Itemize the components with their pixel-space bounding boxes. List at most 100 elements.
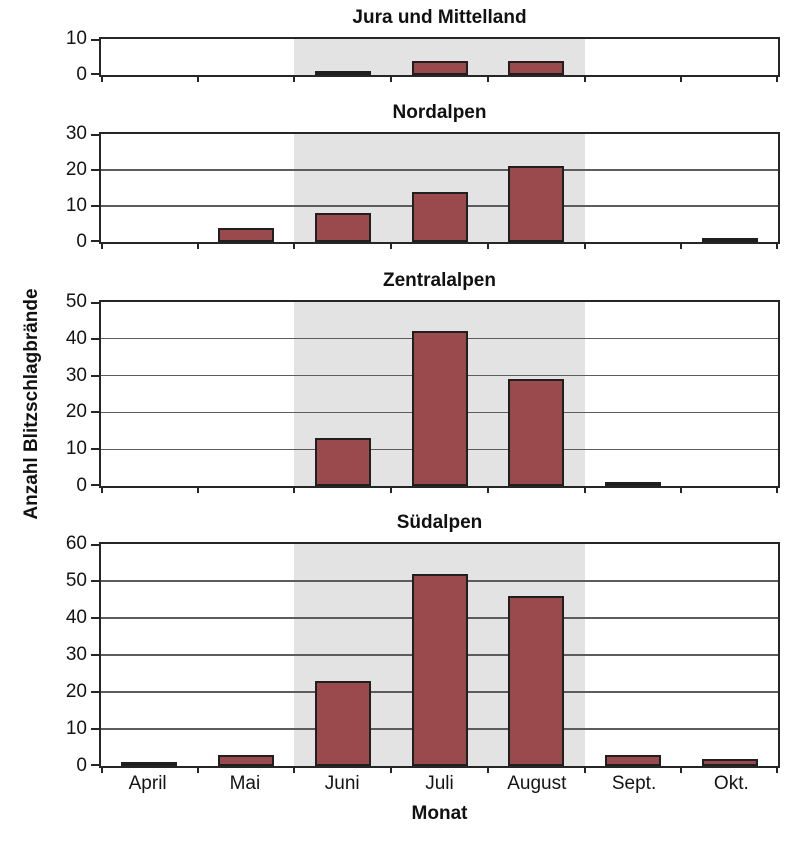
x-tick: [776, 766, 778, 773]
y-tick: [91, 337, 99, 340]
x-tick: [583, 242, 586, 249]
bar-jura-und-mittelland-juli: [411, 61, 468, 75]
x-tick-label-april: April: [128, 773, 167, 794]
x-tick: [293, 766, 296, 773]
x-tick: [486, 766, 489, 773]
x-axis-label: Monat: [411, 803, 468, 824]
x-tick: [680, 486, 683, 493]
bar-zentralalpen-juli: [411, 331, 468, 486]
x-tick-label-mai: Mai: [229, 773, 261, 794]
x-tick: [101, 242, 103, 249]
x-tick-label-okt-: Okt.: [713, 773, 749, 794]
y-tick-label: 0: [76, 231, 87, 252]
panel-nordalpen: Nordalpen 0 10 20 30: [66, 102, 780, 252]
y-tick: [91, 240, 99, 242]
x-tick: [680, 242, 683, 249]
y-tick-label: 10: [65, 438, 87, 460]
y-tick-label: 10: [65, 195, 87, 216]
x-tick: [390, 766, 393, 773]
bar-nordalpen-okt-: [701, 238, 758, 242]
x-tick: [101, 75, 103, 82]
bar-nordalpen-juli: [411, 192, 468, 242]
panel-südalpen: Südalpen 0 10 20 30 40 50 60: [66, 512, 780, 776]
x-tick: [293, 75, 296, 82]
x-tick: [776, 486, 778, 493]
bar-nordalpen-mai: [218, 228, 275, 242]
x-tick-label-sept-: Sept.: [611, 773, 657, 794]
y-tick-label: 0: [76, 755, 87, 776]
y-tick: [91, 374, 99, 377]
y-tick-label: 20: [65, 159, 87, 180]
y-tick-label: 0: [76, 475, 87, 496]
bar-zentralalpen-sept-: [604, 482, 661, 486]
x-tick: [583, 766, 586, 773]
panel-title-zentralalpen: Zentralalpen: [383, 270, 496, 291]
bar-zentralalpen-juni: [314, 438, 371, 486]
bar-südalpen-okt-: [701, 759, 758, 766]
x-tick: [196, 766, 199, 773]
x-tick: [776, 75, 778, 82]
x-tick: [486, 75, 489, 82]
y-tick: [91, 544, 99, 546]
y-tick-label: 0: [76, 64, 87, 85]
y-tick: [91, 302, 99, 304]
bar-südalpen-august: [508, 596, 565, 766]
y-tick: [91, 654, 99, 656]
x-tick-label-juni: Juni: [324, 773, 360, 794]
bar-nordalpen-august: [508, 166, 565, 242]
y-tick-label: 10: [65, 718, 87, 739]
x-tick: [293, 486, 296, 493]
y-tick-label: 30: [65, 364, 87, 386]
y-tick: [91, 169, 99, 171]
y-tick: [91, 411, 99, 414]
x-tick: [101, 766, 103, 773]
x-tick: [486, 242, 489, 249]
x-tick: [196, 75, 199, 82]
panel-jura-und-mittelland: Jura und Mittelland 0 10: [66, 7, 780, 85]
x-tick: [583, 486, 586, 493]
x-tick-label-august: August: [507, 773, 567, 794]
y-tick: [91, 580, 99, 582]
y-tick-label: 30: [65, 123, 87, 144]
bar-südalpen-mai: [218, 755, 275, 766]
x-tick: [776, 242, 778, 249]
y-tick-label: 50: [65, 570, 87, 591]
y-tick: [91, 617, 99, 619]
y-tick: [91, 691, 99, 693]
y-tick-label: 60: [65, 533, 87, 554]
x-tick: [101, 486, 103, 493]
x-tick-label-juli: Juli: [425, 773, 454, 794]
bar-jura-und-mittelland-august: [508, 61, 565, 75]
gridline-y-20: [101, 169, 778, 171]
y-tick: [91, 134, 99, 136]
x-tick: [486, 486, 489, 493]
y-tick: [91, 39, 99, 41]
x-tick: [680, 75, 683, 82]
x-tick: [196, 486, 199, 493]
y-tick: [91, 728, 99, 730]
y-tick: [91, 764, 99, 766]
bar-nordalpen-juni: [314, 213, 371, 242]
x-tick: [293, 242, 296, 249]
panel-zentralalpen: Zentralalpen 0 10 20 30 40 50: [66, 270, 780, 496]
panel-title-südalpen: Südalpen: [396, 512, 483, 533]
y-tick-label: 20: [65, 401, 87, 423]
y-tick: [91, 73, 99, 75]
x-tick: [680, 766, 683, 773]
bar-südalpen-april: [121, 762, 178, 766]
bar-südalpen-juni: [314, 681, 371, 766]
bar-zentralalpen-august: [508, 379, 565, 486]
y-tick: [91, 448, 99, 451]
x-tick: [583, 75, 586, 82]
y-tick-label: 30: [65, 644, 87, 665]
x-tick: [390, 486, 393, 493]
y-tick-label: 20: [65, 681, 87, 702]
bar-südalpen-sept-: [604, 755, 661, 766]
y-tick-label: 40: [65, 607, 87, 628]
y-tick: [91, 205, 99, 207]
panel-title-nordalpen: Nordalpen: [392, 102, 487, 123]
y-tick-label: 10: [65, 28, 87, 49]
y-tick-label: 40: [65, 327, 87, 349]
panel-title-jura-und-mittelland: Jura und Mittelland: [352, 7, 527, 28]
